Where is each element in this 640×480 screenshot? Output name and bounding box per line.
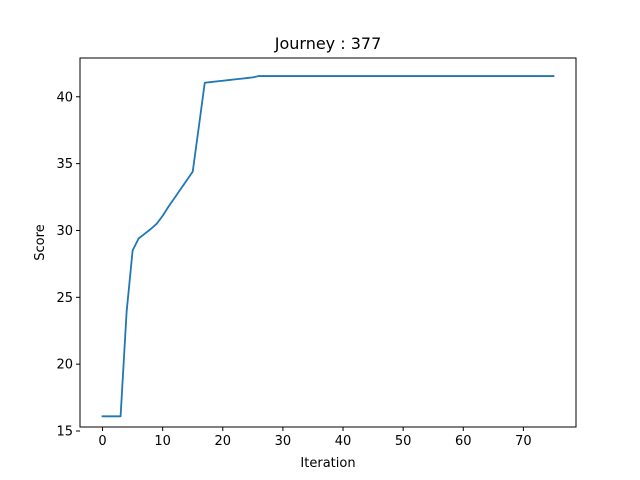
x-tick-label: 30: [275, 434, 292, 449]
y-tick-label: 35: [56, 157, 73, 172]
y-axis-ticks: 15 20 25 30 35 40: [56, 90, 80, 440]
y-tick-label: 15: [56, 425, 73, 440]
y-tick-label: 40: [56, 90, 73, 105]
x-tick-label: 40: [335, 434, 352, 449]
y-tick-label: 30: [56, 224, 73, 239]
chart-title: Journey : 377: [274, 34, 382, 53]
x-axis-label: Iteration: [300, 456, 355, 471]
x-tick-label: 50: [395, 434, 412, 449]
x-tick-label: 60: [455, 434, 472, 449]
x-tick-label: 70: [515, 434, 532, 449]
x-axis-ticks: 0 10 20 30 40 50 60 70: [98, 427, 532, 449]
y-axis-label: Score: [33, 224, 48, 260]
plot-area: [101, 75, 555, 418]
y-tick-label: 20: [56, 358, 73, 373]
series-line: [101, 75, 555, 418]
x-tick-label: 0: [98, 434, 106, 449]
x-tick-label: 20: [215, 434, 232, 449]
x-tick-label: 10: [154, 434, 171, 449]
plot-frame: [79, 57, 577, 428]
y-tick-label: 25: [56, 291, 73, 306]
